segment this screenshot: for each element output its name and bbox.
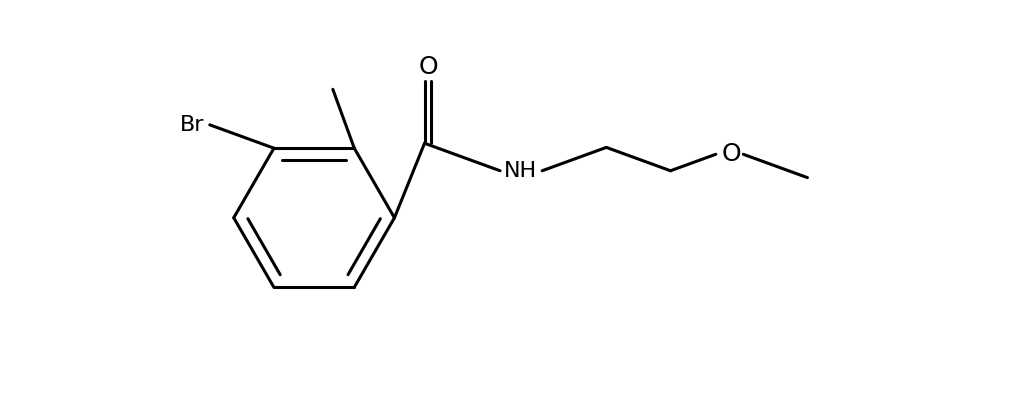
Text: O: O: [721, 142, 742, 166]
Text: Br: Br: [181, 115, 205, 135]
Text: O: O: [419, 55, 438, 78]
Text: NH: NH: [504, 161, 537, 181]
